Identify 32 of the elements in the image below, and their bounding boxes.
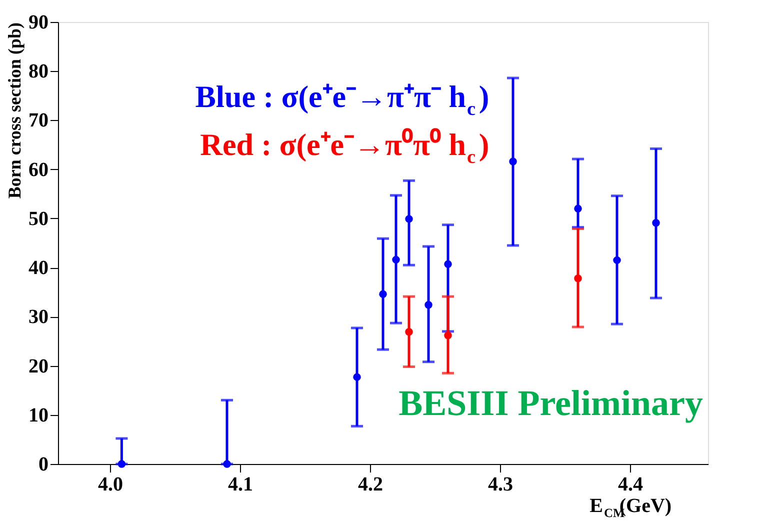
point [652, 219, 660, 227]
point [405, 328, 413, 336]
point [405, 215, 413, 223]
y-axis-title: Born cross section (pb) [4, 22, 24, 199]
y-tick-label: 10 [28, 404, 48, 426]
x-tick-label: 4.1 [228, 474, 253, 496]
x-tick-label: 4.2 [358, 474, 383, 496]
point [444, 260, 452, 268]
y-tick-label: 60 [28, 158, 48, 181]
point [574, 204, 582, 212]
y-tick-label: 80 [28, 60, 48, 83]
x-tick-label: 4.0 [98, 474, 123, 496]
y-tick-label: 20 [28, 355, 48, 378]
point [392, 256, 400, 264]
x-tick-label: 4.4 [618, 474, 643, 496]
y-tick-label: 50 [28, 208, 48, 230]
y-tick-label: 0 [38, 454, 48, 476]
y-tick-label: 90 [28, 12, 48, 34]
point [424, 301, 432, 309]
y-tick-label: 40 [28, 257, 48, 280]
y-tick-label: 70 [28, 110, 48, 132]
point [118, 460, 126, 468]
point [353, 373, 361, 381]
point [574, 274, 582, 282]
point [444, 331, 452, 340]
point [613, 256, 621, 264]
point [223, 460, 231, 468]
point [379, 290, 387, 298]
y-tick-label: 30 [28, 306, 48, 328]
annotation: BESIII Preliminary [398, 383, 703, 423]
x-tick-label: 4.3 [488, 474, 513, 496]
point [509, 158, 517, 166]
